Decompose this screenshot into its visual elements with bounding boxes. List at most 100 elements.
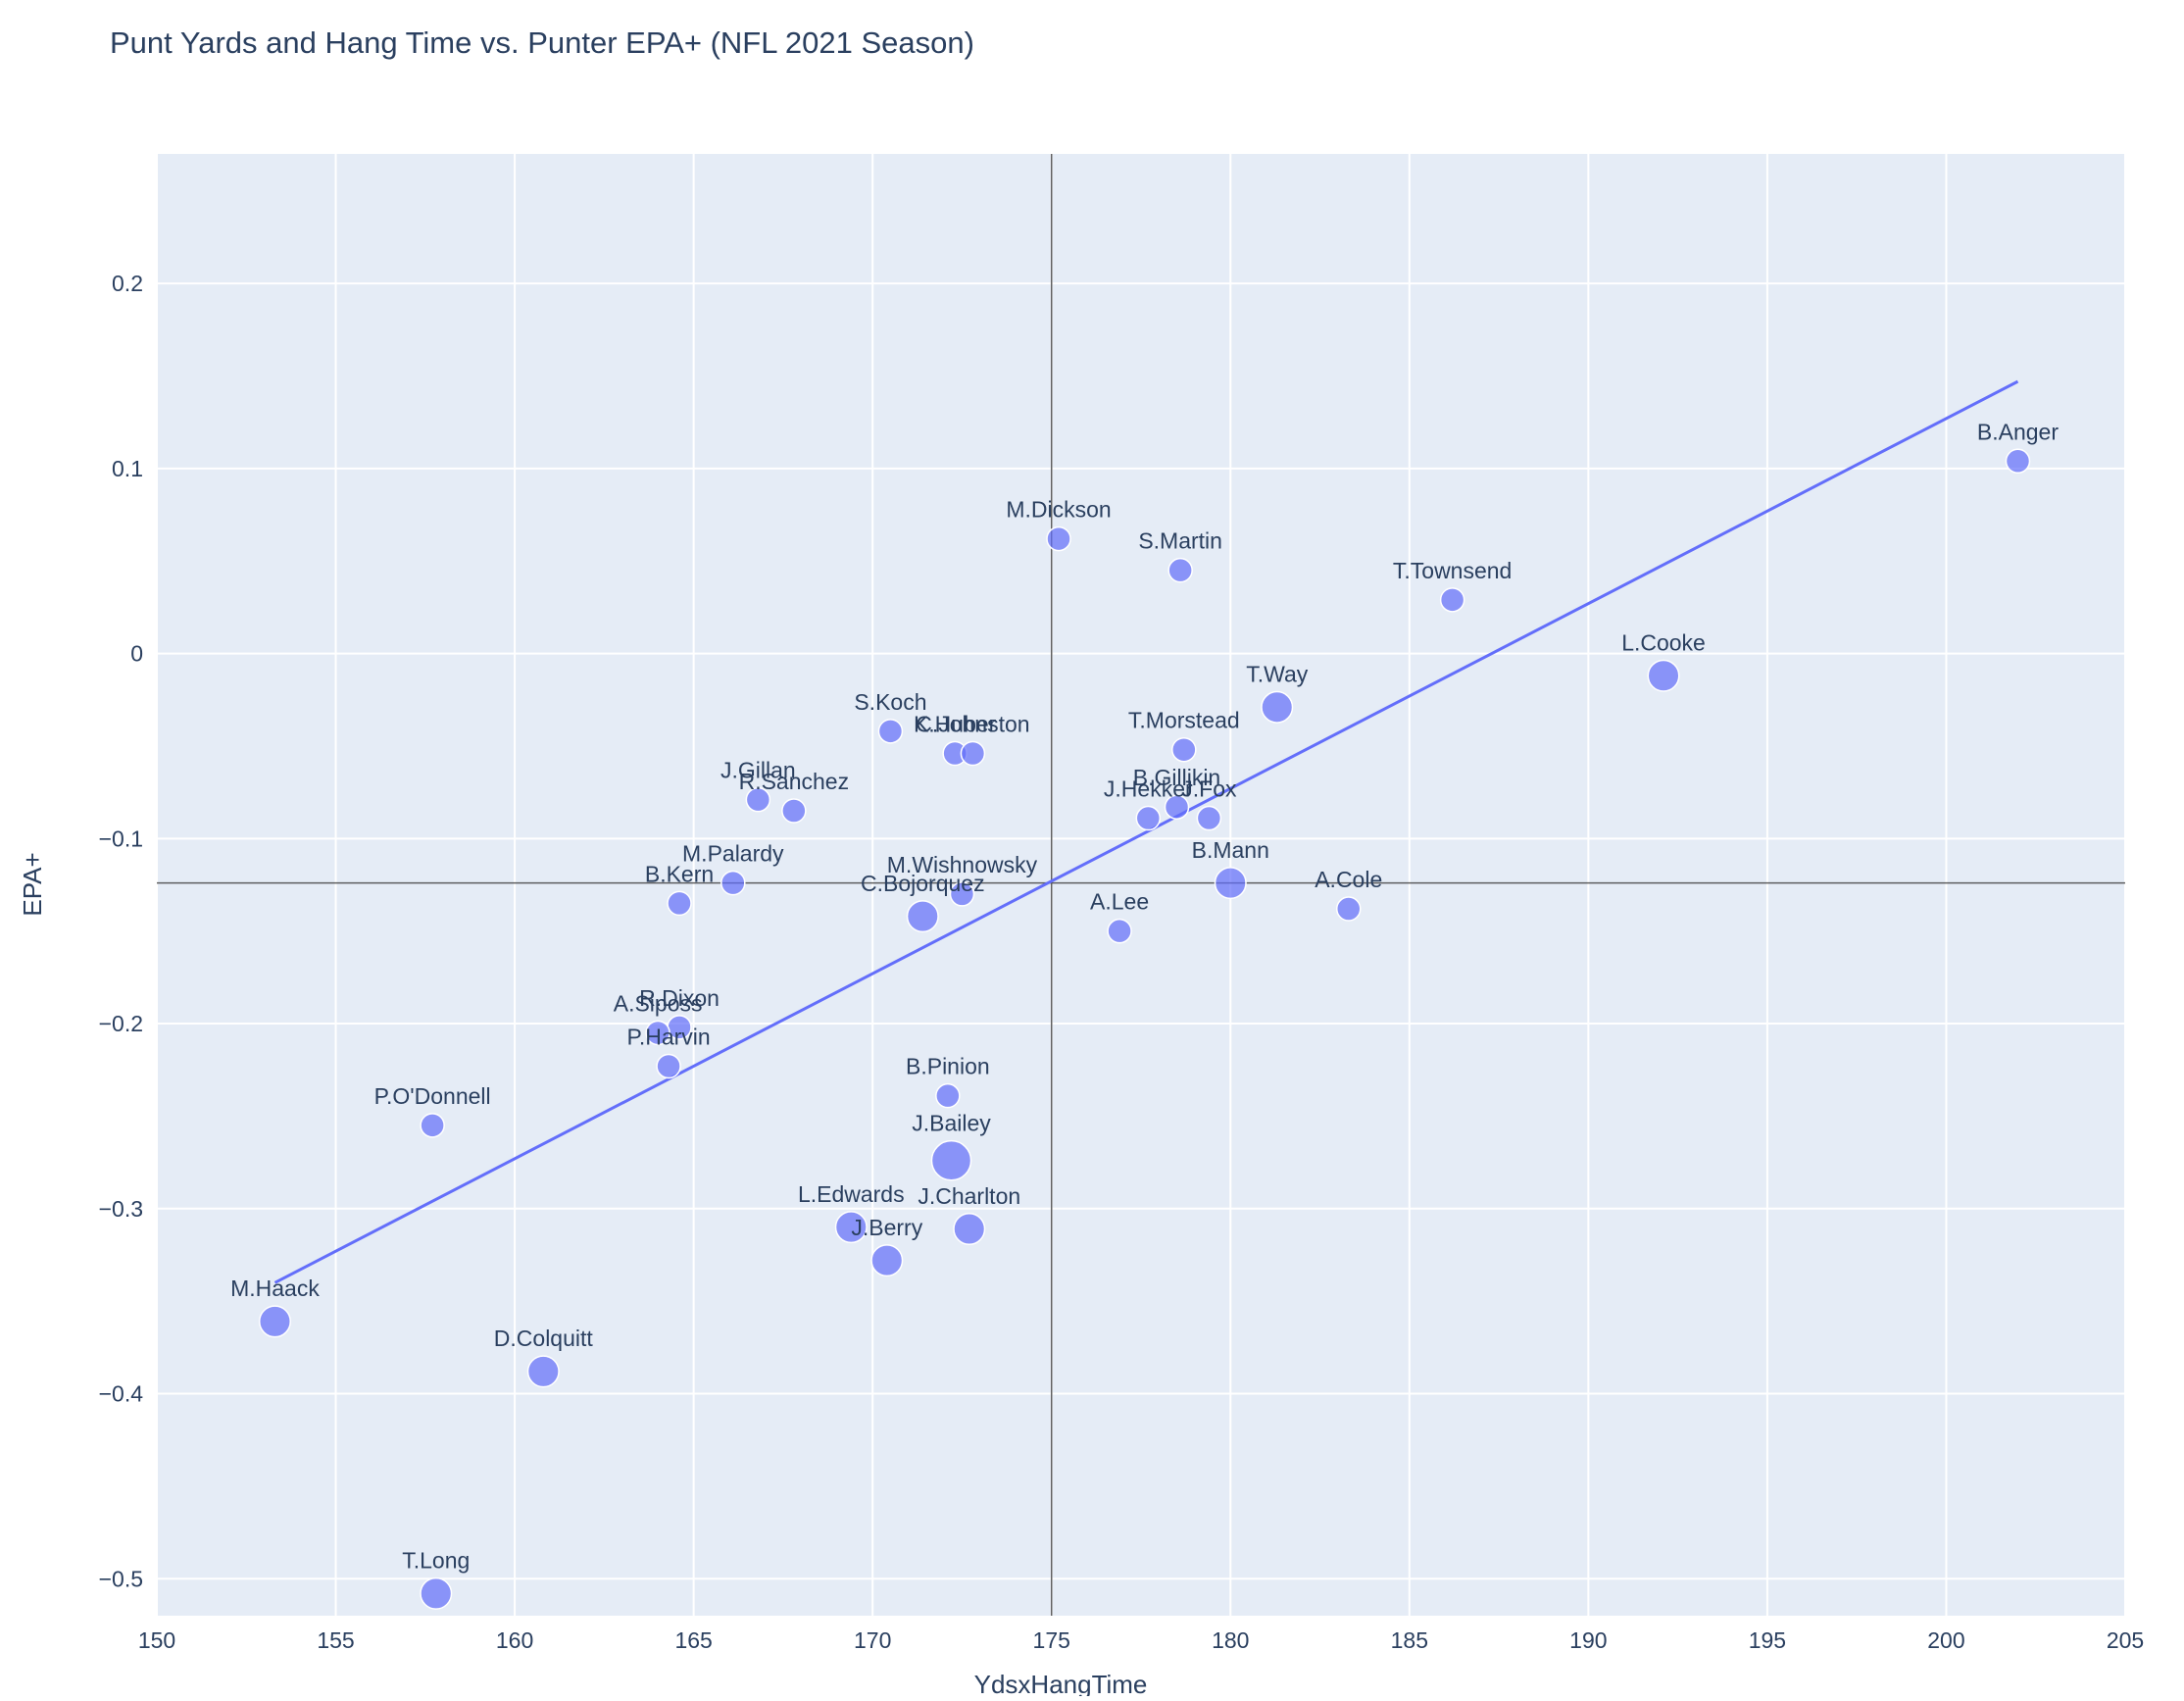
scatter-point[interactable] <box>2005 448 2031 475</box>
point-label: S.Koch <box>854 689 926 715</box>
scatter-point[interactable] <box>960 740 986 767</box>
x-tick-label: 175 <box>1033 1627 1070 1653</box>
point-label: A.Siposs <box>614 990 703 1016</box>
scatter-point[interactable] <box>1135 805 1162 831</box>
point-label: D.Colquitt <box>494 1326 594 1351</box>
chart-title: Punt Yards and Hang Time vs. Punter EPA+… <box>110 25 974 60</box>
plot-area <box>157 154 2125 1616</box>
scatter-point[interactable] <box>526 1355 560 1388</box>
point-label: B.Gillikin <box>1133 765 1220 790</box>
x-tick-label: 170 <box>854 1627 891 1653</box>
scatter-point[interactable] <box>953 1213 986 1246</box>
point-label: M.Palardy <box>682 841 784 867</box>
scatter-point[interactable] <box>258 1305 291 1338</box>
scatter-point[interactable] <box>1167 557 1193 583</box>
scatter-point[interactable] <box>1214 867 1247 900</box>
scatter-point[interactable] <box>1336 896 1362 922</box>
point-label: J.Charlton <box>918 1183 1020 1209</box>
x-axis-ticks: 150 155 160 165 170 175 180 185 190 195 200 205 <box>138 1627 2144 1653</box>
point-label: K.Huber <box>914 711 997 736</box>
scatter-point[interactable] <box>1647 659 1680 692</box>
point-label: T.Townsend <box>1393 558 1512 583</box>
data-points <box>258 448 2031 1610</box>
point-label: B.Pinion <box>906 1054 990 1079</box>
scatter-point[interactable] <box>1439 587 1465 613</box>
point-label: R.Sanchez <box>739 769 850 794</box>
y-tick-label: 0.2 <box>112 271 143 296</box>
scatter-point[interactable] <box>870 1244 904 1277</box>
x-tick-label: 195 <box>1749 1627 1786 1653</box>
y-tick-label: −0.5 <box>99 1566 143 1591</box>
x-tick-label: 185 <box>1391 1627 1428 1653</box>
point-label: B.Kern <box>645 861 714 886</box>
point-label: R.Dixon <box>639 985 720 1011</box>
point-labels: B.Anger M.Dickson S.Martin T.Townsend L.Cook… <box>230 419 2059 1573</box>
x-tick-label: 190 <box>1569 1627 1607 1653</box>
y-tick-label: −0.2 <box>99 1011 143 1036</box>
point-label: T.Long <box>402 1548 470 1574</box>
x-tick-label: 205 <box>2107 1627 2144 1653</box>
y-axis-title: EPA+ <box>18 852 47 916</box>
scatter-point[interactable] <box>667 890 692 917</box>
point-label: M.Wishnowsky <box>887 852 1038 877</box>
scatter-point[interactable] <box>834 1211 868 1244</box>
y-tick-label: 0.1 <box>112 456 143 481</box>
scatter-point[interactable] <box>877 719 904 744</box>
y-axis-ticks: −0.5 −0.4 −0.3 −0.2 −0.1 0 0.1 0.2 <box>99 271 144 1591</box>
scatter-point[interactable] <box>1046 525 1071 552</box>
point-label: T.Morstead <box>1128 708 1240 733</box>
point-label: J.Hekker <box>1104 776 1193 802</box>
scatter-point[interactable] <box>420 1113 445 1138</box>
scatter-point[interactable] <box>906 900 939 933</box>
point-label: J.Fox <box>1181 776 1237 802</box>
point-label: J.Gillan <box>720 758 796 783</box>
point-label: P.O'Donnell <box>374 1083 491 1109</box>
x-axis-title: YdsxHangTime <box>974 1670 1148 1696</box>
gridlines <box>156 154 2126 1616</box>
trendline <box>273 379 2019 1284</box>
scatter-point[interactable] <box>935 1082 961 1109</box>
scatter-point[interactable] <box>1164 794 1190 820</box>
point-label: C.Bojorquez <box>861 871 985 896</box>
x-tick-label: 180 <box>1212 1627 1249 1653</box>
point-label: L.Edwards <box>798 1181 905 1207</box>
point-label: A.Cole <box>1315 867 1382 892</box>
y-tick-label: −0.4 <box>99 1381 144 1407</box>
scatter-point[interactable] <box>1107 918 1132 944</box>
point-label: B.Anger <box>1977 419 2059 444</box>
point-label: C.Johnston <box>916 711 1029 736</box>
y-tick-label: −0.3 <box>99 1196 143 1222</box>
point-label: J.Berry <box>851 1215 922 1240</box>
scatter-point[interactable] <box>1261 690 1294 724</box>
x-tick-label: 160 <box>496 1627 533 1653</box>
scatter-point[interactable] <box>720 870 746 896</box>
point-label: B.Mann <box>1192 837 1269 863</box>
point-label: T.Way <box>1246 662 1309 687</box>
x-tick-label: 155 <box>317 1627 354 1653</box>
point-label: L.Cooke <box>1621 629 1706 655</box>
x-tick-label: 165 <box>674 1627 712 1653</box>
y-tick-label: 0 <box>130 641 143 667</box>
scatter-point[interactable] <box>930 1139 972 1181</box>
scatter-point[interactable] <box>645 1020 670 1046</box>
y-tick-label: −0.1 <box>99 825 143 851</box>
x-tick-label: 200 <box>1927 1627 1964 1653</box>
scatter-point[interactable] <box>656 1053 681 1079</box>
point-label: A.Lee <box>1090 889 1149 915</box>
scatter-point[interactable] <box>1196 805 1222 831</box>
scatter-point[interactable] <box>420 1576 453 1610</box>
point-label: P.Harvin <box>626 1024 710 1049</box>
scatter-point[interactable] <box>1171 736 1197 763</box>
point-label: J.Bailey <box>912 1111 991 1136</box>
point-label: S.Martin <box>1138 528 1222 554</box>
point-label: M.Dickson <box>1006 497 1111 523</box>
reference-lines <box>157 154 2125 1616</box>
point-label: M.Haack <box>230 1276 320 1301</box>
scatter-point[interactable] <box>949 881 975 907</box>
x-tick-label: 150 <box>138 1627 175 1653</box>
scatter-point[interactable] <box>781 798 807 824</box>
trendline-group <box>273 379 2019 1284</box>
scatter-point[interactable] <box>745 786 771 813</box>
